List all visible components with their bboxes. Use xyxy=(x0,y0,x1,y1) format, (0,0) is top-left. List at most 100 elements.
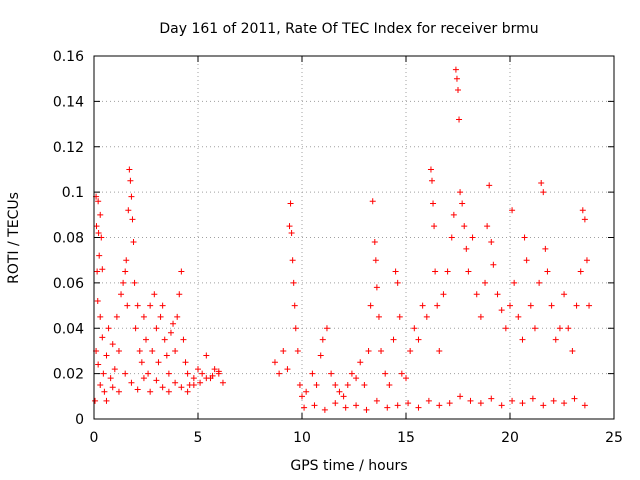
data-point-marker xyxy=(323,325,330,332)
data-point-marker xyxy=(92,397,99,404)
data-point-marker xyxy=(378,347,385,354)
data-point-marker xyxy=(176,291,183,298)
data-point-marker xyxy=(581,216,588,223)
data-point-marker xyxy=(344,381,351,388)
data-point-marker xyxy=(167,329,174,336)
y-axis: 0 0.02 0.04 0.06 0.08 0.1 0.12 0.14 0.16 xyxy=(53,49,614,428)
x-axis: 0 5 10 15 20 25 xyxy=(90,56,623,446)
data-point-marker xyxy=(523,257,530,264)
data-point-marker xyxy=(190,375,197,382)
data-point-marker xyxy=(577,268,584,275)
data-point-marker xyxy=(159,384,166,391)
data-point-marker xyxy=(109,384,116,391)
data-point-marker xyxy=(128,193,135,200)
data-point-marker xyxy=(103,352,110,359)
data-points xyxy=(92,66,593,413)
data-point-marker xyxy=(467,397,474,404)
data-point-marker xyxy=(289,257,296,264)
data-point-marker xyxy=(149,347,156,354)
data-point-marker xyxy=(372,257,379,264)
data-point-marker xyxy=(519,336,526,343)
data-point-marker xyxy=(498,307,505,314)
data-point-marker xyxy=(165,370,172,377)
data-point-marker xyxy=(548,302,555,309)
data-point-marker xyxy=(178,384,185,391)
x-axis-label: GPS time / hours xyxy=(290,458,407,474)
data-point-marker xyxy=(184,370,191,377)
data-point-marker xyxy=(147,388,154,395)
data-point-marker xyxy=(434,302,441,309)
data-point-marker xyxy=(311,402,318,409)
y-tick-label: 0.1 xyxy=(62,185,84,201)
data-point-marker xyxy=(392,268,399,275)
data-point-marker xyxy=(157,313,164,320)
data-point-marker xyxy=(180,336,187,343)
data-point-marker xyxy=(97,211,104,218)
data-point-marker xyxy=(143,336,149,343)
data-point-marker xyxy=(544,268,551,275)
data-point-marker xyxy=(170,320,177,327)
data-point-marker xyxy=(336,388,343,395)
data-point-marker xyxy=(455,87,461,94)
x-tick-label: 0 xyxy=(90,430,99,446)
data-point-marker xyxy=(319,336,326,343)
data-point-marker xyxy=(540,402,547,409)
data-point-marker xyxy=(209,372,216,379)
data-point-marker xyxy=(405,400,412,407)
data-point-marker xyxy=(203,352,210,359)
y-tick-label: 0 xyxy=(75,412,84,428)
data-point-marker xyxy=(571,395,578,402)
data-point-marker xyxy=(107,375,114,382)
data-point-marker xyxy=(94,268,101,275)
data-point-marker xyxy=(430,200,437,207)
data-point-marker xyxy=(586,302,593,309)
data-point-marker xyxy=(425,397,432,404)
data-point-marker xyxy=(118,291,125,298)
data-point-marker xyxy=(373,397,380,404)
data-point-marker xyxy=(407,347,414,354)
data-point-marker xyxy=(494,291,501,298)
data-point-marker xyxy=(384,404,391,411)
data-point-marker xyxy=(502,325,509,332)
data-point-marker xyxy=(583,257,590,264)
data-point-marker xyxy=(527,302,534,309)
data-point-marker xyxy=(97,381,104,388)
data-point-marker xyxy=(363,406,370,413)
data-point-marker xyxy=(120,279,127,286)
data-point-marker xyxy=(199,370,206,377)
data-point-marker xyxy=(100,370,107,377)
data-point-marker xyxy=(271,359,278,366)
data-point-marker xyxy=(561,291,568,298)
data-point-marker xyxy=(303,388,310,395)
data-point-marker xyxy=(367,302,374,309)
data-point-marker xyxy=(197,379,204,386)
data-point-marker xyxy=(469,234,476,241)
data-point-marker xyxy=(111,366,118,373)
data-point-marker xyxy=(140,313,147,320)
data-point-marker xyxy=(432,268,439,275)
y-tick-label: 0.02 xyxy=(53,367,84,383)
data-point-marker xyxy=(482,279,489,286)
data-point-marker xyxy=(411,325,418,332)
data-point-marker xyxy=(140,375,147,382)
data-point-marker xyxy=(97,313,104,320)
data-point-marker xyxy=(375,313,382,320)
data-point-marker xyxy=(390,336,397,343)
data-point-marker xyxy=(291,302,298,309)
data-point-marker xyxy=(498,402,505,409)
chart-title: Day 161 of 2011, Rate Of TEC Index for r… xyxy=(159,21,538,37)
data-point-marker xyxy=(340,393,347,400)
data-point-marker xyxy=(190,381,197,388)
data-point-marker xyxy=(113,313,120,320)
data-point-marker xyxy=(348,370,355,377)
data-point-marker xyxy=(123,257,130,264)
data-point-marker xyxy=(195,366,201,373)
data-point-marker xyxy=(134,302,141,309)
data-point-marker xyxy=(299,393,305,400)
x-tick-label: 15 xyxy=(397,430,415,446)
data-point-marker xyxy=(565,325,572,332)
data-point-marker xyxy=(579,207,586,214)
y-tick-label: 0.14 xyxy=(53,94,84,110)
data-point-marker xyxy=(172,379,179,386)
data-point-marker xyxy=(127,177,134,184)
